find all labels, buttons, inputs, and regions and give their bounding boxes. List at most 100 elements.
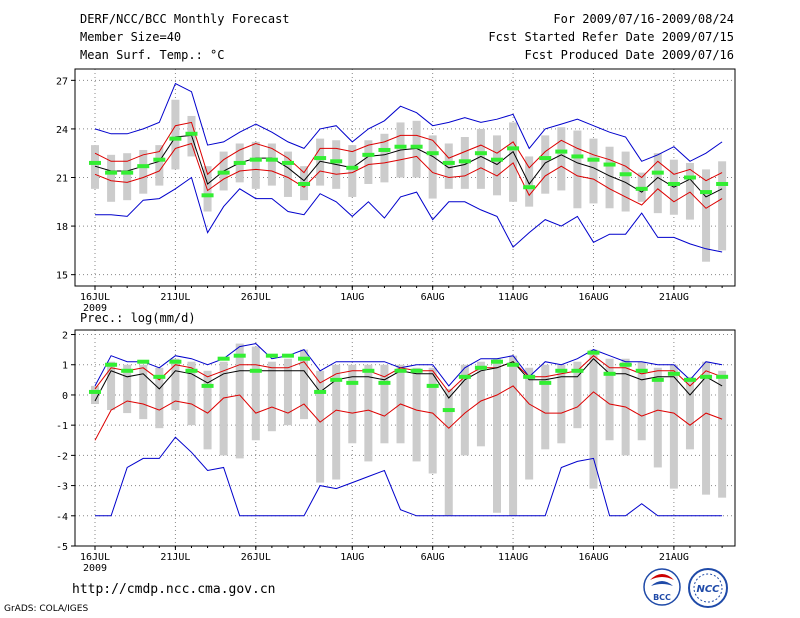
- temp-max-line: [94, 82, 723, 162]
- bcc-logo-text: BCC: [653, 593, 671, 602]
- prec-observed-mark: [491, 359, 503, 364]
- prec-observed-mark: [619, 362, 632, 367]
- prec-spread-box: [348, 364, 357, 444]
- temp-x-tick-label: 1AUG: [340, 292, 364, 303]
- temp-x-year-label: 2009: [83, 303, 107, 314]
- prec-spread-box: [267, 361, 276, 432]
- temp-spread-box: [525, 156, 534, 207]
- prec-x-year-label: 2009: [83, 563, 107, 574]
- temp-spread-box: [171, 99, 180, 170]
- temp-observed-mark: [458, 159, 471, 164]
- website-url: http://cmdp.ncc.cma.gov.cn: [72, 582, 276, 597]
- prec-observed-mark: [683, 377, 696, 382]
- temp-spread-box: [702, 169, 711, 262]
- prec-spread-box: [718, 370, 727, 498]
- temp-observed-mark: [700, 190, 713, 195]
- prec-spread-box: [316, 370, 325, 483]
- ncc-logo: NCC: [688, 568, 728, 608]
- prec-spread-box: [573, 361, 582, 429]
- variable-label: Mean Surf. Temp.: °C: [80, 48, 225, 62]
- temp-spread-box: [444, 143, 453, 189]
- grads-credit: GrADS: COLA/IGES: [4, 604, 89, 614]
- temp-observed-mark: [249, 157, 262, 162]
- temp-observed-mark: [619, 172, 632, 177]
- temp-spread-box: [91, 145, 99, 189]
- prec-observed-mark: [185, 368, 198, 373]
- prec-observed-mark: [378, 380, 391, 385]
- prec-y-tick-label: 0: [62, 391, 68, 402]
- temp-observed-mark: [667, 181, 680, 186]
- temp-spread-box: [203, 166, 212, 212]
- prec-spread-box: [203, 370, 212, 450]
- temp-observed-mark: [394, 144, 407, 149]
- prec-spread-box: [171, 358, 180, 411]
- prec-x-tick-label: 11AUG: [498, 552, 528, 563]
- prec-spread-box: [283, 358, 292, 426]
- temp-spread-box: [509, 122, 518, 202]
- prec-spread-box: [187, 361, 196, 426]
- temp-observed-mark: [89, 160, 101, 165]
- forecast-period: For 2009/07/16-2009/08/24: [553, 12, 734, 26]
- prec-spread-box: [155, 367, 164, 429]
- temp-spread-box: [428, 135, 437, 199]
- prec-observed-mark: [201, 383, 214, 388]
- temp-observed-mark: [105, 170, 118, 175]
- temp-observed-mark: [265, 157, 278, 162]
- temp-spread-box: [139, 149, 148, 194]
- temp-y-tick-label: 18: [56, 222, 68, 233]
- prec-spread-box: [91, 385, 99, 405]
- temp-min-line: [95, 176, 723, 253]
- forecast-title: DERF/NCC/BCC Monthly Forecast: [80, 12, 290, 26]
- temp-observed-mark: [523, 185, 536, 190]
- prec-x-tick-label: 1AUG: [340, 552, 364, 563]
- prec-observed-mark: [555, 368, 568, 373]
- temp-observed-mark: [185, 131, 198, 136]
- prec-y-tick-label: -1: [56, 421, 68, 432]
- prec-upper-line: [94, 355, 723, 393]
- prec-spread-box: [669, 364, 678, 489]
- temp-spread-box: [621, 151, 630, 212]
- prec-observed-mark: [249, 368, 262, 373]
- prec-observed-mark: [523, 374, 536, 379]
- temp-spread-box: [267, 143, 276, 186]
- temp-upper-line: [94, 121, 723, 182]
- prec-observed-mark: [137, 359, 150, 364]
- temp-observed-mark: [603, 162, 616, 167]
- prec-observed-mark: [700, 374, 713, 379]
- prec-x-tick-label: 26JUL: [241, 552, 271, 563]
- prec-observed-mark: [587, 350, 600, 355]
- temp-spread-box: [380, 133, 389, 183]
- prec-observed-mark: [442, 408, 455, 413]
- temp-y-tick-label: 15: [56, 271, 68, 282]
- prec-y-tick-label: -5: [56, 542, 68, 553]
- prec-max-line: [94, 343, 723, 387]
- temp-spread-box: [155, 145, 164, 186]
- precipitation-title: Prec.: log(mm/d): [80, 311, 196, 325]
- temp-observed-mark: [169, 136, 182, 141]
- temp-observed-mark: [442, 160, 455, 165]
- prec-spread-box: [460, 364, 469, 456]
- prec-observed-mark: [571, 368, 584, 373]
- prec-spread-box: [428, 367, 437, 474]
- temp-observed-mark: [137, 164, 150, 169]
- prec-observed-mark: [716, 374, 729, 379]
- prec-spread-box: [557, 364, 566, 444]
- temp-observed-mark: [507, 146, 520, 151]
- temp-spread-box: [364, 140, 373, 184]
- prec-observed-mark: [651, 377, 664, 382]
- temp-spread-box: [251, 141, 260, 189]
- prec-x-tick-label: 16JUL: [80, 552, 110, 563]
- prec-lower-line: [94, 385, 723, 441]
- prec-spread-box: [685, 376, 694, 450]
- prec-spread-box: [444, 388, 453, 516]
- temp-observed-mark: [683, 175, 696, 180]
- prec-y-tick-label: -4: [56, 512, 68, 523]
- temp-observed-mark: [555, 149, 568, 154]
- temp-spread-box: [573, 130, 582, 209]
- temp-lower-line: [94, 142, 723, 209]
- prec-observed-mark: [539, 380, 552, 385]
- temp-observed-mark: [153, 157, 166, 162]
- prec-x-tick-label: 21JUL: [160, 552, 190, 563]
- prec-observed-mark: [410, 368, 423, 373]
